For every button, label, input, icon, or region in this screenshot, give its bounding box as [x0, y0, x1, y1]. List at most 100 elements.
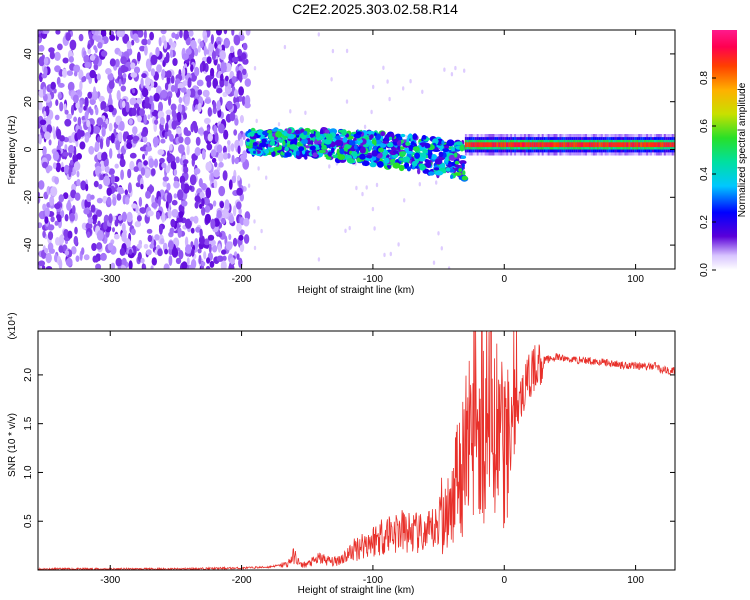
spectrogram-cell — [139, 207, 144, 213]
spectrogram-cell — [549, 142, 552, 148]
spectrogram-cell — [118, 188, 125, 195]
spectrogram-cell — [59, 101, 64, 112]
spectrogram-cell — [94, 141, 100, 152]
spectrogram-cell — [83, 254, 90, 261]
spectrogram-cell — [189, 185, 193, 191]
spectrogram-cell — [453, 152, 458, 158]
spectrogram-cell — [38, 37, 42, 44]
spectrogram-cell — [598, 142, 601, 148]
spectrogram-cell — [42, 30, 50, 34]
spectrogram-cell — [63, 229, 69, 238]
spectrogram-cell — [317, 32, 320, 37]
spectrogram-cell — [83, 50, 87, 57]
spectrogram-cell — [201, 261, 206, 267]
spectrogram-cell — [193, 167, 201, 175]
spectrogram-cell — [557, 142, 560, 148]
spectrogram-cell — [460, 155, 467, 159]
spectrogram-cell — [160, 238, 165, 245]
spectrogram-cell — [382, 140, 390, 144]
spectrogram-cell — [91, 243, 97, 251]
spectrogram-cell — [218, 161, 224, 168]
spectrogram-cell — [289, 109, 292, 114]
spectrogram-cell — [257, 166, 260, 171]
spectrogram-cell — [63, 164, 70, 174]
spectrogram-cell — [654, 142, 657, 148]
spectrogram-cell — [121, 100, 126, 109]
spectrogram-cell — [431, 154, 437, 160]
spectrogram-cell — [169, 227, 175, 235]
spectrogram-cell — [199, 228, 203, 238]
colorbar-tick-label: 0.4 — [699, 167, 710, 181]
spectrogram-cell — [274, 136, 278, 141]
spectrogram-cell — [492, 142, 495, 148]
spectrogram-cell — [237, 175, 241, 181]
colorbar-tick-label: 0.0 — [699, 263, 710, 277]
spectrogram-cell — [105, 68, 112, 75]
spectrogram-cell — [204, 98, 212, 104]
spectrogram-cell — [242, 68, 247, 76]
spectrogram-cell — [50, 81, 56, 90]
spectrogram-cell — [498, 142, 501, 148]
spectrogram-cell — [160, 138, 166, 144]
spectrogram-cell — [156, 64, 162, 73]
spectrogram-cell — [66, 201, 72, 211]
spectrogram-cell — [553, 142, 556, 148]
spectrogram-cell — [197, 102, 202, 113]
spectrogram-cell — [54, 220, 59, 226]
spectrogram-cell — [108, 80, 115, 90]
spectrogram-cell — [48, 248, 56, 254]
spectrogram-cell — [226, 153, 231, 159]
spectrogram-cell — [93, 126, 101, 134]
spectrogram-cell — [199, 41, 204, 48]
spectrogram-cell — [392, 150, 399, 154]
spectrogram-cell — [133, 103, 140, 109]
spectrogram-cell — [176, 111, 182, 123]
spectrogram-cell — [38, 44, 45, 52]
spectrogram-cell — [663, 142, 666, 148]
spectrogram-cell — [86, 119, 91, 128]
spectrogram-cell — [388, 96, 391, 102]
spectrogram-cell — [383, 252, 386, 258]
spectrogram-cell — [55, 162, 62, 173]
spectrogram-cell — [68, 56, 74, 63]
spectrogram-cell — [665, 142, 668, 148]
spectrogram-cell — [659, 142, 663, 148]
spectrogram-cell — [132, 33, 139, 41]
spectrogram-cell — [468, 142, 471, 148]
spectrogram-cell — [535, 142, 538, 148]
spectrogram-cell — [205, 161, 212, 172]
spectrogram-cell — [205, 265, 211, 269]
spectrogram-cell — [171, 208, 179, 218]
spectrogram-cell — [75, 101, 80, 109]
spectrogram-cell — [161, 211, 166, 221]
spectrogram-cell — [327, 151, 333, 157]
spectrogram-cell — [210, 67, 215, 77]
snr-panel: -300 -200 -100 0 100 0.5 1.0 1.5 2.0 Height of … — [7, 312, 676, 596]
spectrogram-cell — [636, 142, 639, 148]
spectrogram-cell — [110, 133, 115, 144]
spectrogram-cell — [110, 262, 116, 269]
spectrogram-cell — [108, 213, 113, 224]
spectrogram-cell — [44, 131, 51, 140]
spectrogram-cell — [108, 93, 112, 103]
spectrogram-cell — [153, 92, 160, 102]
spectrogram-cell — [223, 129, 229, 140]
spectrogram-cell — [204, 118, 210, 124]
spectrogram-cell — [38, 191, 41, 198]
spectrogram-cell — [193, 215, 199, 224]
spectrogram-cell — [74, 226, 78, 235]
spectrogram-cell — [206, 143, 213, 151]
spectrogram-cell — [450, 72, 454, 77]
spectrogram-cell — [650, 142, 653, 148]
spectrogram-cell — [62, 68, 67, 78]
spectrogram-cell — [173, 193, 178, 199]
x-tick-label: 0 — [501, 575, 507, 586]
spectrogram-cell — [128, 260, 133, 269]
spectrogram-cell — [87, 217, 94, 225]
spectrogram-cell — [559, 142, 562, 148]
spectrogram-cell — [136, 215, 142, 222]
spectrogram-cell — [446, 139, 455, 147]
spectrogram-cell — [147, 114, 151, 120]
spectrogram-cell — [47, 231, 54, 241]
spectrogram-cell — [201, 206, 206, 216]
